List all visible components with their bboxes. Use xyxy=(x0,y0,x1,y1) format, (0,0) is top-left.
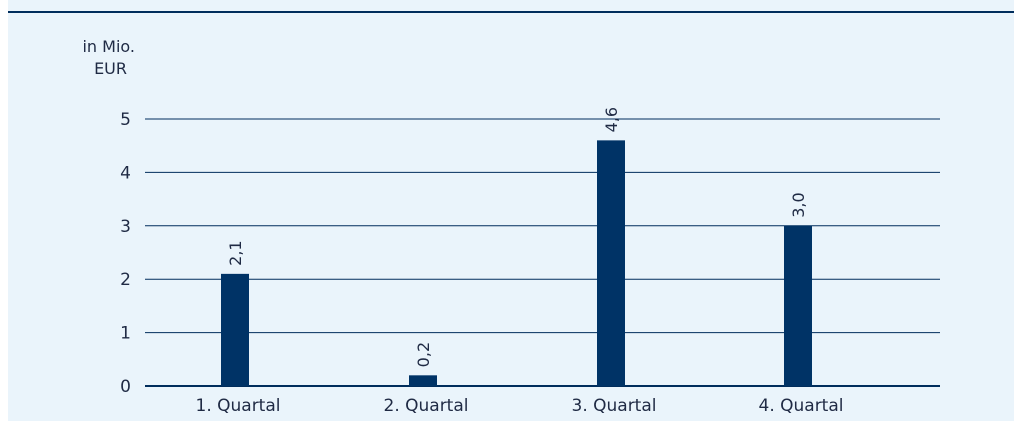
x-tick-label: 3. Quartal xyxy=(572,396,657,416)
y-tick-label: 2 xyxy=(120,270,131,290)
bar xyxy=(597,140,625,386)
y-tick-label: 5 xyxy=(120,110,131,130)
x-tick-label: 4. Quartal xyxy=(759,396,844,416)
y-unit-label-line1: in Mio. xyxy=(82,37,135,56)
y-unit-label-line2: EUR xyxy=(94,59,127,78)
y-tick-labels: 0 1 2 3 4 5 xyxy=(120,110,131,397)
x-tick-label: 1. Quartal xyxy=(196,396,281,416)
data-label: 4,6 xyxy=(602,107,621,132)
data-label: 3,0 xyxy=(789,192,808,217)
y-tick-label: 1 xyxy=(120,324,131,344)
bar xyxy=(409,375,437,386)
data-label: 2,1 xyxy=(226,240,245,265)
y-tick-label: 0 xyxy=(120,377,131,397)
y-tick-label: 3 xyxy=(120,217,131,237)
data-labels: 2,1 0,2 4,6 3,0 xyxy=(226,107,808,367)
x-tick-label: 2. Quartal xyxy=(384,396,469,416)
chart-panel: in Mio. EUR 0 1 2 3 4 5 2,1 0,2 4,6 3,0 1. Quart… xyxy=(8,0,1014,421)
bar xyxy=(784,225,812,386)
data-label: 0,2 xyxy=(414,342,433,367)
bar xyxy=(221,273,249,386)
y-tick-label: 4 xyxy=(120,163,131,183)
x-tick-labels: 1. Quartal 2. Quartal 3. Quartal 4. Quartal xyxy=(196,396,844,416)
bar-chart: in Mio. EUR 0 1 2 3 4 5 2,1 0,2 4,6 3,0 1. Quart… xyxy=(8,11,1014,416)
grid-lines xyxy=(145,118,940,387)
bars xyxy=(221,140,812,386)
